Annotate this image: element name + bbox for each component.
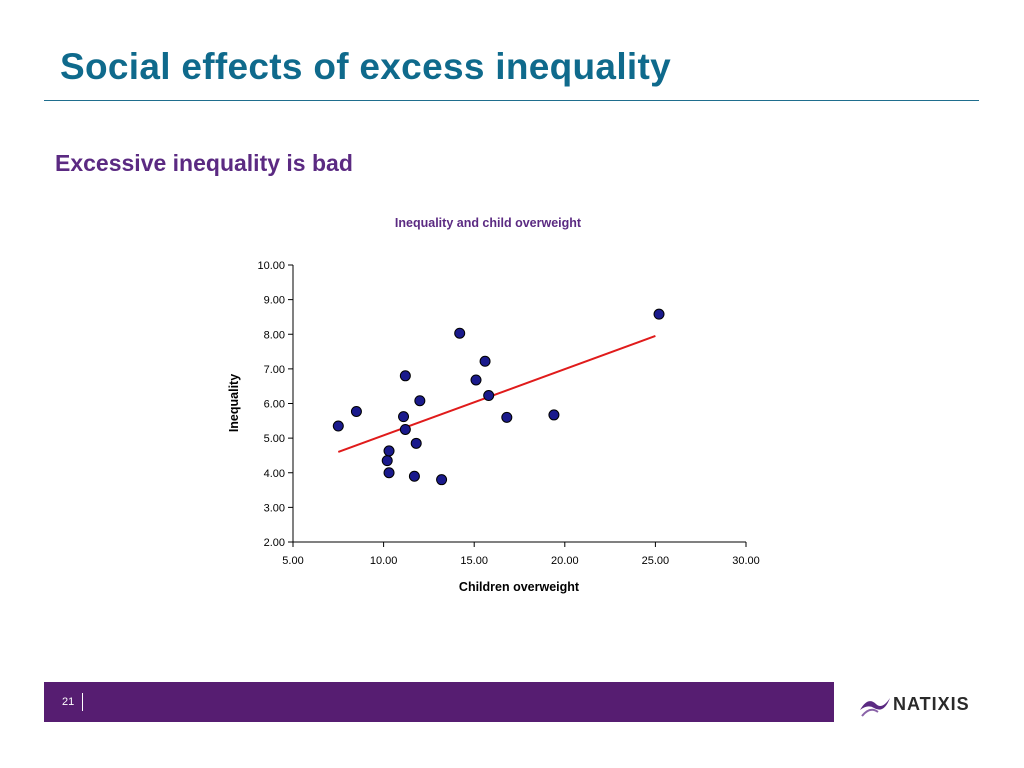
y-tick-label: 8.00 [264, 329, 285, 341]
y-tick-label: 10.00 [257, 260, 285, 272]
logo-text: NATIXIS [893, 694, 970, 714]
data-point [383, 467, 395, 479]
y-axis-label: Inequality [227, 374, 241, 432]
data-point [350, 405, 362, 417]
slide-title: Social effects of excess inequality [60, 46, 671, 87]
y-axis-ticks: 2.00 3.00 4.00 5.00 6.00 7.00 8.00 9.00 10.00 [257, 260, 293, 549]
x-tick-label: 20.00 [551, 555, 579, 567]
data-point [381, 455, 393, 467]
data-point [653, 308, 665, 320]
data-point [454, 327, 466, 339]
data-point [399, 423, 411, 435]
y-tick-label: 3.00 [264, 502, 285, 514]
y-tick-label: 7.00 [264, 364, 285, 376]
data-point [414, 395, 426, 407]
natixis-swoosh-icon [860, 698, 890, 717]
x-axis-label: Children overweight [459, 580, 580, 594]
page-number: 21 [62, 696, 75, 708]
x-tick-label: 10.00 [370, 555, 398, 567]
data-point [408, 470, 420, 482]
data-point [383, 445, 395, 457]
data-point [470, 374, 482, 386]
data-point [399, 370, 411, 382]
footer-bar: 21 [44, 682, 834, 722]
trendline [337, 335, 656, 453]
data-point [398, 411, 410, 423]
data-point [436, 474, 448, 486]
page-separator [82, 693, 83, 711]
y-tick-label: 6.00 [264, 399, 285, 411]
chart-title: Inequality and child overweight [395, 216, 582, 230]
data-point [410, 437, 422, 449]
x-tick-label: 15.00 [460, 555, 488, 567]
y-tick-label: 2.00 [264, 537, 285, 549]
y-tick-label: 5.00 [264, 433, 285, 445]
title-divider [44, 100, 979, 101]
y-tick-label: 4.00 [264, 468, 285, 480]
data-point [548, 409, 560, 421]
data-point [483, 390, 495, 402]
chart-axes [292, 265, 746, 543]
data-points [332, 308, 665, 486]
data-point [479, 355, 491, 367]
data-point [501, 411, 513, 423]
scatter-chart: Inequality and child overweight 2.00 3.00… [227, 216, 760, 594]
natixis-logo: NATIXIS [858, 690, 983, 720]
data-point [332, 420, 344, 432]
x-tick-label: 5.00 [282, 555, 303, 567]
slide-subtitle: Excessive inequality is bad [55, 150, 353, 176]
x-tick-label: 30.00 [732, 555, 760, 567]
trendline-layer [337, 335, 656, 453]
x-tick-label: 25.00 [642, 555, 670, 567]
y-tick-label: 9.00 [264, 295, 285, 307]
x-axis-ticks: 5.00 10.00 15.00 20.00 25.00 30.00 [282, 542, 760, 567]
